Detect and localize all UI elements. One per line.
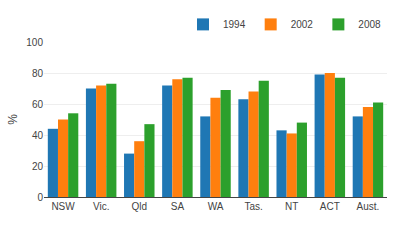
svg-text:NSW: NSW	[51, 201, 75, 212]
svg-text:1994: 1994	[223, 19, 246, 30]
svg-text:WA: WA	[208, 201, 224, 212]
svg-text:Aust.: Aust.	[357, 201, 380, 212]
svg-text:NT: NT	[285, 201, 298, 212]
svg-text:2008: 2008	[358, 19, 381, 30]
svg-text:ACT: ACT	[320, 201, 340, 212]
svg-text:20: 20	[32, 161, 44, 172]
svg-text:100: 100	[26, 37, 43, 48]
svg-text:80: 80	[32, 68, 44, 79]
svg-text:Tas.: Tas.	[244, 201, 262, 212]
svg-text:0: 0	[37, 192, 43, 203]
svg-text:Vic.: Vic.	[93, 201, 110, 212]
svg-text:Qld: Qld	[131, 201, 147, 212]
svg-text:SA: SA	[171, 201, 185, 212]
svg-text:2002: 2002	[291, 19, 314, 30]
svg-text:%: %	[6, 114, 20, 125]
svg-text:60: 60	[32, 99, 44, 110]
svg-text:40: 40	[32, 130, 44, 141]
